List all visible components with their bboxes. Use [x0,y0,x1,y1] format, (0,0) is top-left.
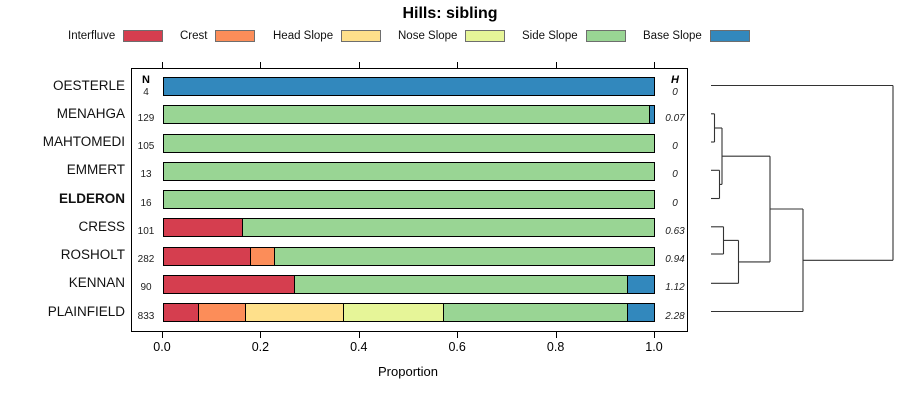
x-axis-tick-top [654,62,655,68]
x-axis-tick-top [457,62,459,68]
n-value-kennan: 90 [140,282,152,294]
n-value-plainfield: 833 [137,310,155,322]
row-label-oesterle: OESTERLE [52,77,125,93]
x-axis-tick-label: 0.8 [546,340,565,354]
n-value-cress: 101 [137,225,155,237]
bar-segment-crest [249,247,275,265]
x-axis-tick [162,332,163,338]
x-axis-tick [457,332,459,338]
h-value-cress: 0.63 [665,225,685,237]
legend-swatch-interfluve [123,30,164,42]
h-value-plainfield: 2.28 [665,310,685,322]
bar-segment-side-slope [293,275,628,293]
x-axis-tick [260,332,262,338]
x-axis-tick [358,332,360,338]
n-value-elderon: 16 [140,197,152,209]
bar-segment-interfluve [164,247,250,265]
x-axis-title: Proportion [378,364,438,379]
stacked-bar-menahga [163,105,655,125]
stacked-bar-mahtomedi [163,133,655,153]
bar-segment-base-slope [627,275,654,293]
bar-segment-nose-slope [342,304,444,321]
row-label-menahga: MENAHGA [56,105,125,121]
row-label-mahtomedi: MAHTOMEDI [42,134,125,149]
legend-item-crest: Crest [180,29,256,43]
legend-item-side-slope: Side Slope [522,29,626,43]
legend-swatch-base-slope [709,30,750,42]
row-label-elderon: ELDERON [58,190,125,206]
stacked-bar-emmert [163,161,655,181]
legend-label: Side Slope [522,30,578,42]
legend-label: Crest [180,30,208,42]
stacked-bar-oesterle [163,77,655,96]
n-value-emmert: 13 [140,169,152,181]
bar-segment-crest [198,304,245,321]
h-value-elderon: 0 [672,197,678,209]
row-label-kennan: KENNAN [68,275,125,291]
bar-segment-side-slope [242,219,654,237]
x-axis-tick-label: 1.0 [645,340,663,354]
legend-item-head-slope: Head Slope [273,29,382,43]
bar-segment-base-slope [627,304,654,321]
x-axis-tick-label: 0.0 [153,340,171,354]
row-label-plainfield: PLAINFIELD [47,303,125,319]
legend-swatch-crest [215,30,256,42]
x-axis-tick-label: 0.2 [251,340,270,354]
row-label-rosholt: ROSHOLT [60,247,125,262]
h-value-kennan: 1.12 [665,282,685,294]
stacked-bar-plainfield [163,303,655,322]
x-axis-tick-top [555,62,557,68]
legend-label: Head Slope [273,30,334,42]
legend-label: Base Slope [643,30,702,42]
bar-segment-head-slope [244,304,343,321]
row-label-emmert: EMMERT [66,162,125,178]
stacked-bar-elderon [163,190,655,209]
stacked-bar-cress [163,218,655,238]
plot-area: N H 4 0 129 0.07 105 0 13 0 16 0 101 0.63 282 0.94 90 1.1… [131,68,688,332]
stacked-bar-kennan [163,274,655,294]
bar-segment-side-slope [164,162,654,180]
x-axis-tick-top [162,62,163,68]
h-column-header: H [671,73,679,86]
bar-segment-interfluve [164,275,294,293]
n-value-mahtomedi: 105 [137,141,155,152]
bar-segment-side-slope [164,106,650,124]
x-axis-tick-top [260,62,262,68]
h-value-rosholt: 0.94 [665,254,685,265]
x-axis-tick [654,332,655,338]
h-value-emmert: 0 [672,169,678,181]
bar-segment-interfluve [164,219,243,237]
row-label-cress: CRESS [78,218,125,234]
chart-title: Hills: sibling [402,5,498,22]
h-value-mahtomedi: 0 [672,141,678,152]
legend-item-nose-slope: Nose Slope [398,29,506,43]
bar-segment-side-slope [164,134,654,152]
legend-swatch-head-slope [341,30,382,42]
legend-swatch-side-slope [585,30,626,42]
bar-segment-base-slope [649,106,654,124]
h-value-oesterle: 0 [672,86,678,98]
x-axis-tick [555,332,557,338]
n-value-rosholt: 282 [137,254,155,265]
legend-label: Interfluve [68,30,116,42]
legend-item-interfluve: Interfluve [68,29,164,43]
bar-segment-base-slope [164,78,654,95]
n-value-oesterle: 4 [143,86,149,98]
n-column-header: N [142,73,150,86]
legend-swatch-nose-slope [465,30,506,42]
n-value-menahga: 129 [137,112,155,124]
bar-segment-side-slope [443,304,628,321]
legend-label: Nose Slope [398,30,458,42]
h-value-menahga: 0.07 [665,112,685,124]
bar-segment-side-slope [164,191,654,208]
legend-item-base-slope: Base Slope [643,29,750,43]
bar-segment-interfluve [164,304,199,321]
stacked-bar-rosholt [163,246,655,266]
bar-segment-side-slope [274,247,654,265]
x-axis-tick-top [358,62,360,68]
x-axis-tick-label: 0.4 [350,340,368,354]
x-axis-tick-label: 0.6 [448,340,466,354]
